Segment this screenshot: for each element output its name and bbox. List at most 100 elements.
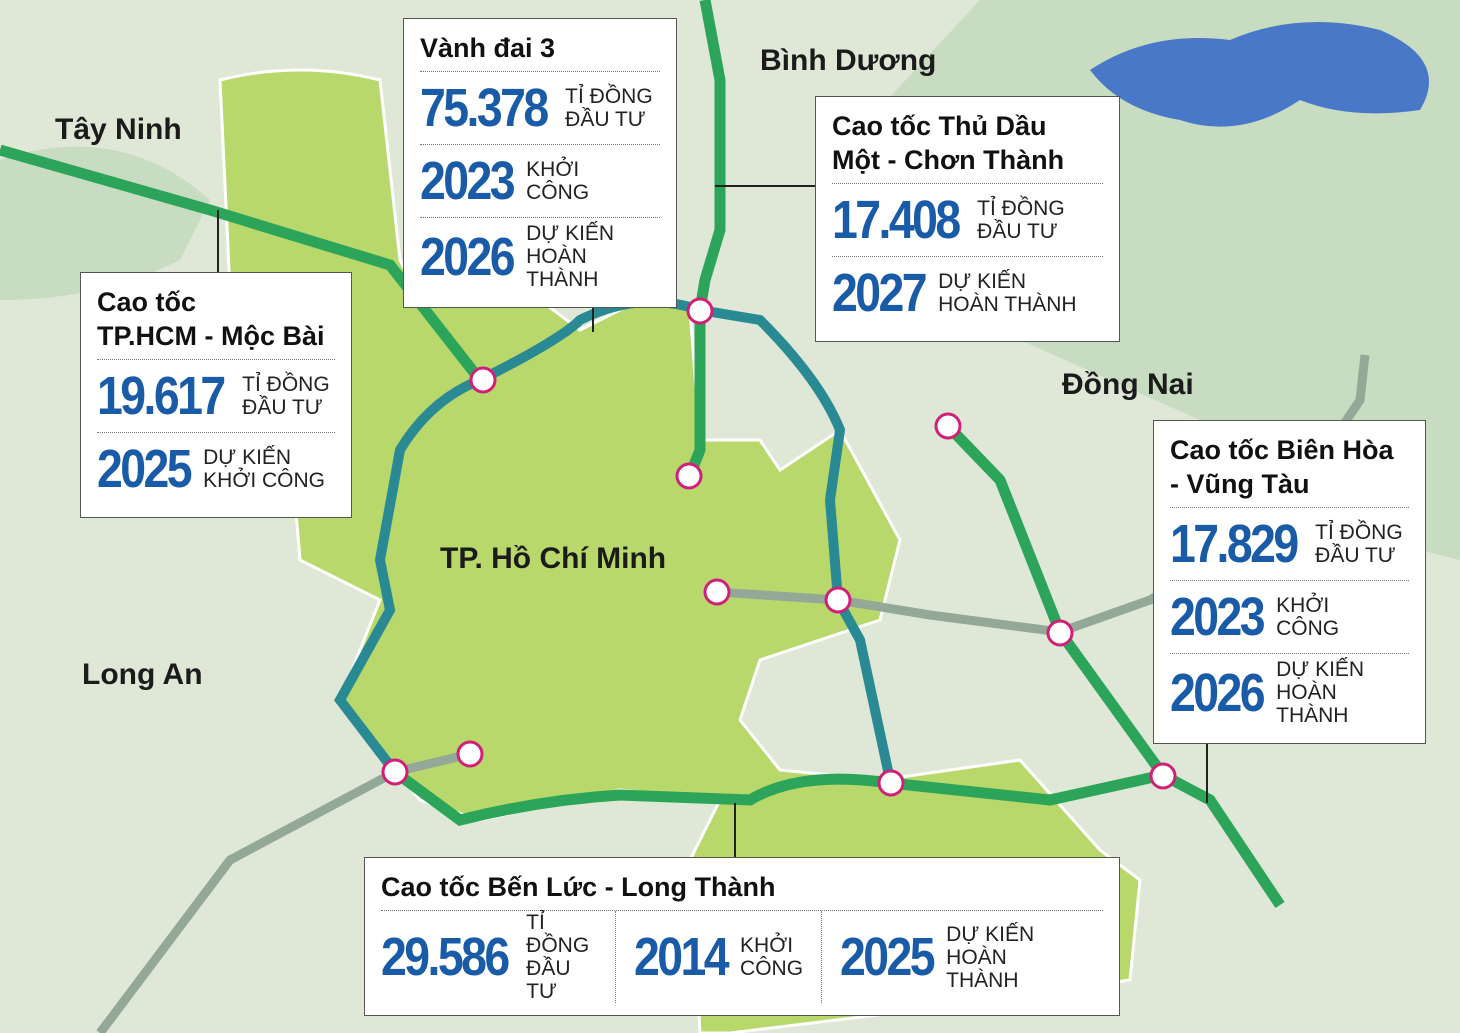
stat-value: 75.378 — [420, 78, 549, 138]
stat: 2026 DỰ KIẾN HOÀN THÀNH — [420, 218, 660, 295]
stat-label-line: KHỞI — [526, 158, 580, 181]
stat-label: TỈ ĐỒNG ĐẦU TƯ — [565, 85, 653, 131]
title-line: Một - Chơn Thành — [832, 145, 1065, 175]
region-label: Tây Ninh — [55, 113, 182, 146]
stat: 29.586 TỈ ĐỒNG ĐẦU TƯ — [381, 911, 616, 1003]
project-title: Cao tốc TP.HCM - Mộc Bài — [97, 285, 335, 360]
stat-label-line: DỰ KIẾN — [938, 270, 1027, 293]
stat-label-line: ĐẦU TƯ — [977, 220, 1058, 243]
stat-label-line: ĐẦU TƯ — [565, 108, 646, 131]
junction — [469, 366, 497, 394]
stat-label-line: DỰ KIẾN — [203, 446, 292, 469]
title-line: Cao tốc Thủ Dầu — [832, 111, 1047, 141]
junction — [1149, 762, 1177, 790]
stat-label-line: TỈ ĐỒNG — [526, 911, 590, 957]
stat-value: 2023 — [420, 151, 516, 211]
project-box: Cao tốc Biên Hòa - Vũng Tàu 17.829 TỈ ĐỒNG… — [1153, 420, 1426, 744]
stat-value: 2025 — [840, 927, 936, 987]
stat-label: DỰ KIẾN KHỞI CÔNG — [203, 446, 325, 492]
stat-value: 2026 — [1170, 662, 1266, 723]
stat: 2023 KHỞI CÔNG — [1170, 581, 1409, 654]
stat-label-line: CÔNG — [740, 957, 804, 980]
stat-label-line: HOÀN THÀNH — [946, 945, 1019, 992]
project-box: Vành đai 3 75.378 TỈ ĐỒNG ĐẦU TƯ 2023 KHỞI CÔN… — [403, 18, 677, 308]
stats: 29.586 TỈ ĐỒNG ĐẦU TƯ 2014 KHỞI CÔNG 2025 DỰ KI… — [381, 911, 1103, 1003]
junction — [456, 740, 484, 768]
stat-label-line: TỈ ĐỒNG — [242, 373, 330, 396]
title-line: Cao tốc Biên Hòa — [1170, 435, 1394, 465]
stat: 2023 KHỞI CÔNG — [420, 145, 660, 218]
stat-label: TỈ ĐỒNG ĐẦU TƯ — [1315, 521, 1403, 567]
junction — [877, 769, 905, 797]
stat-label: KHỞI CÔNG — [1276, 594, 1339, 640]
stat: 19.617 TỈ ĐỒNG ĐẦU TƯ — [97, 360, 335, 433]
project-title: Cao tốc Bến Lức - Long Thành — [381, 870, 1103, 911]
stat-value: 17.829 — [1170, 514, 1299, 574]
stat-label: DỰ KIẾN HOÀN THÀNH — [938, 270, 1076, 316]
stat-label-line: CÔNG — [1276, 617, 1340, 640]
stat-label: DỰ KIẾN HOÀN THÀNH — [526, 222, 660, 291]
stat-label-line: ĐẦU TƯ — [526, 957, 571, 1003]
junction — [934, 412, 962, 440]
forest — [0, 146, 210, 300]
project-title: Cao tốc Biên Hòa - Vũng Tàu — [1170, 433, 1409, 508]
road-thu-dau-mot — [684, 0, 726, 478]
stat-value: 2023 — [1170, 587, 1266, 647]
stat: 2014 KHỞI CÔNG — [633, 911, 823, 1003]
junctions — [381, 297, 1177, 797]
region-label: TP. Hồ Chí Minh — [440, 542, 667, 575]
stats: 19.617 TỈ ĐỒNG ĐẦU TƯ 2025 DỰ KIẾN KHỞI CÔNG — [97, 360, 335, 505]
stat-label: KHỞI CÔNG — [526, 158, 589, 204]
stat-label: DỰ KIẾN HOÀN THÀNH — [1276, 658, 1409, 727]
stat-label-line: HOÀN THÀNH — [938, 293, 1077, 316]
stat-label: TỈ ĐỒNG ĐẦU TƯ — [242, 373, 330, 419]
road-ben-luc — [391, 767, 1285, 909]
junction — [703, 578, 731, 606]
lake — [1090, 22, 1429, 127]
stat-label: TỈ ĐỒNG ĐẦU TƯ — [526, 911, 597, 1003]
title-line: Cao tốc Bến Lức - Long Thành — [381, 872, 776, 902]
stat-label-line: CÔNG — [526, 181, 590, 204]
stat-value: 2027 — [832, 263, 928, 323]
title-line: Vành đai 3 — [420, 33, 556, 63]
stat-value: 17.408 — [832, 190, 961, 250]
stat-value: 2014 — [633, 927, 730, 987]
stat-value: 29.586 — [381, 927, 510, 987]
stat: 2027 DỰ KIẾN HOÀN THÀNH — [832, 257, 1103, 329]
title-line: TP.HCM - Mộc Bài — [97, 321, 325, 351]
stat-label-line: HOÀN THÀNH — [526, 245, 599, 291]
stat: 17.829 TỈ ĐỒNG ĐẦU TƯ — [1170, 508, 1409, 581]
stats: 17.829 TỈ ĐỒNG ĐẦU TƯ 2023 KHỞI CÔNG 2026 DỰ KI… — [1170, 508, 1409, 731]
stat-label-line: ĐẦU TƯ — [242, 396, 323, 419]
stat-label-line: KHỞI CÔNG — [203, 469, 325, 492]
junction — [686, 297, 714, 325]
region-label: Bình Dương — [760, 44, 937, 77]
stat-label-line: TỈ ĐỒNG — [565, 85, 653, 108]
road-moc-bai — [0, 144, 485, 384]
stat-label-line: DỰ KIẾN — [1276, 658, 1365, 681]
stat: 2026 DỰ KIẾN HOÀN THÀNH — [1170, 654, 1409, 731]
stat-value: 2026 — [420, 226, 516, 287]
road-bien-hoa — [944, 422, 1168, 779]
stat-value: 19.617 — [97, 366, 226, 426]
stat-label: KHỞI CÔNG — [740, 934, 803, 980]
project-title: Cao tốc Thủ Dầu Một - Chơn Thành — [832, 109, 1103, 184]
stats: 75.378 TỈ ĐỒNG ĐẦU TƯ 2023 KHỞI CÔNG 2026 DỰ KI… — [420, 72, 660, 295]
project-box: Cao tốc TP.HCM - Mộc Bài 19.617 TỈ ĐỒNG ĐẦU … — [80, 272, 352, 518]
stat: 75.378 TỈ ĐỒNG ĐẦU TƯ — [420, 72, 660, 145]
project-box: Cao tốc Thủ Dầu Một - Chơn Thành 17.408 TỈ … — [815, 96, 1120, 342]
stat: 2025 DỰ KIẾN HOÀN THÀNH — [840, 911, 1085, 1003]
stat-label-line: KHỞI — [1276, 594, 1330, 617]
junction — [824, 586, 852, 614]
junction — [381, 758, 409, 786]
stat-label: DỰ KIẾN HOÀN THÀNH — [946, 923, 1067, 992]
junction — [675, 462, 703, 490]
stat: 17.408 TỈ ĐỒNG ĐẦU TƯ — [832, 184, 1103, 257]
project-title: Vành đai 3 — [420, 31, 660, 72]
stat-label-line: DỰ KIẾN — [946, 922, 1035, 946]
title-line: Cao tốc — [97, 287, 197, 317]
title-line: - Vũng Tàu — [1170, 469, 1310, 499]
stat-label-line: DỰ KIẾN — [526, 222, 615, 245]
stat-label: TỈ ĐỒNG ĐẦU TƯ — [977, 197, 1065, 243]
stat-label-line: TỈ ĐỒNG — [1315, 521, 1403, 544]
